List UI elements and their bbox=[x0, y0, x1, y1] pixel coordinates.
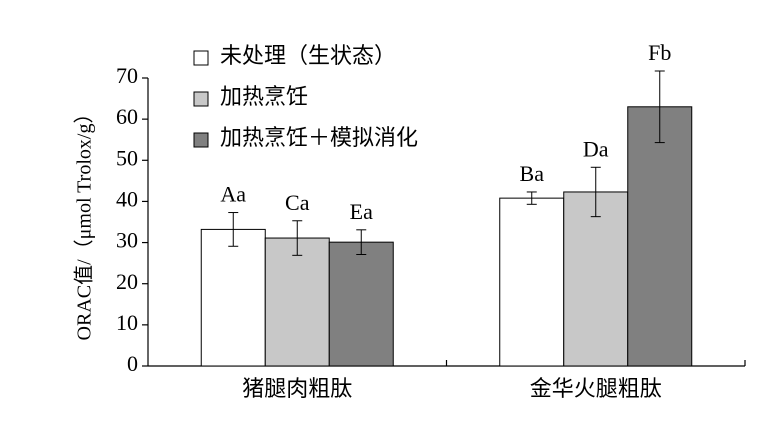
legend-swatch bbox=[193, 50, 209, 66]
bar-annotation: Aa bbox=[220, 182, 246, 207]
y-tick-label: 20 bbox=[116, 269, 138, 294]
bar-annotation: Da bbox=[583, 136, 609, 161]
bar bbox=[627, 106, 693, 367]
legend-swatch bbox=[193, 132, 209, 148]
bar-annotation: Fb bbox=[648, 40, 671, 65]
bar bbox=[563, 191, 629, 367]
bar bbox=[499, 197, 565, 367]
legend-label: 未处理（生状态） bbox=[220, 43, 396, 68]
legend-label: 加热烹饪＋模拟消化 bbox=[220, 125, 418, 150]
y-tick-label: 10 bbox=[116, 310, 138, 335]
bar bbox=[264, 237, 330, 367]
y-tick-label: 0 bbox=[127, 351, 138, 376]
y-tick-label: 30 bbox=[116, 228, 138, 253]
y-tick-label: 70 bbox=[116, 63, 138, 88]
legend-swatch bbox=[193, 91, 209, 107]
x-tick-label: 猪腿肉粗肽 bbox=[242, 376, 352, 401]
bar bbox=[328, 241, 394, 367]
bar-annotation: Ea bbox=[350, 199, 373, 224]
y-tick-label: 60 bbox=[116, 104, 138, 129]
x-tick-label: 金华火腿粗肽 bbox=[530, 376, 662, 401]
bar-annotation: Ca bbox=[285, 190, 310, 215]
legend-label: 加热烹饪 bbox=[220, 84, 308, 109]
bar bbox=[200, 228, 266, 367]
y-tick-label: 50 bbox=[116, 145, 138, 170]
bar-annotation: Ba bbox=[520, 161, 545, 186]
y-tick-label: 40 bbox=[116, 186, 138, 211]
y-axis-label: ORAC值/（μmol Trolox/g） bbox=[73, 104, 96, 341]
